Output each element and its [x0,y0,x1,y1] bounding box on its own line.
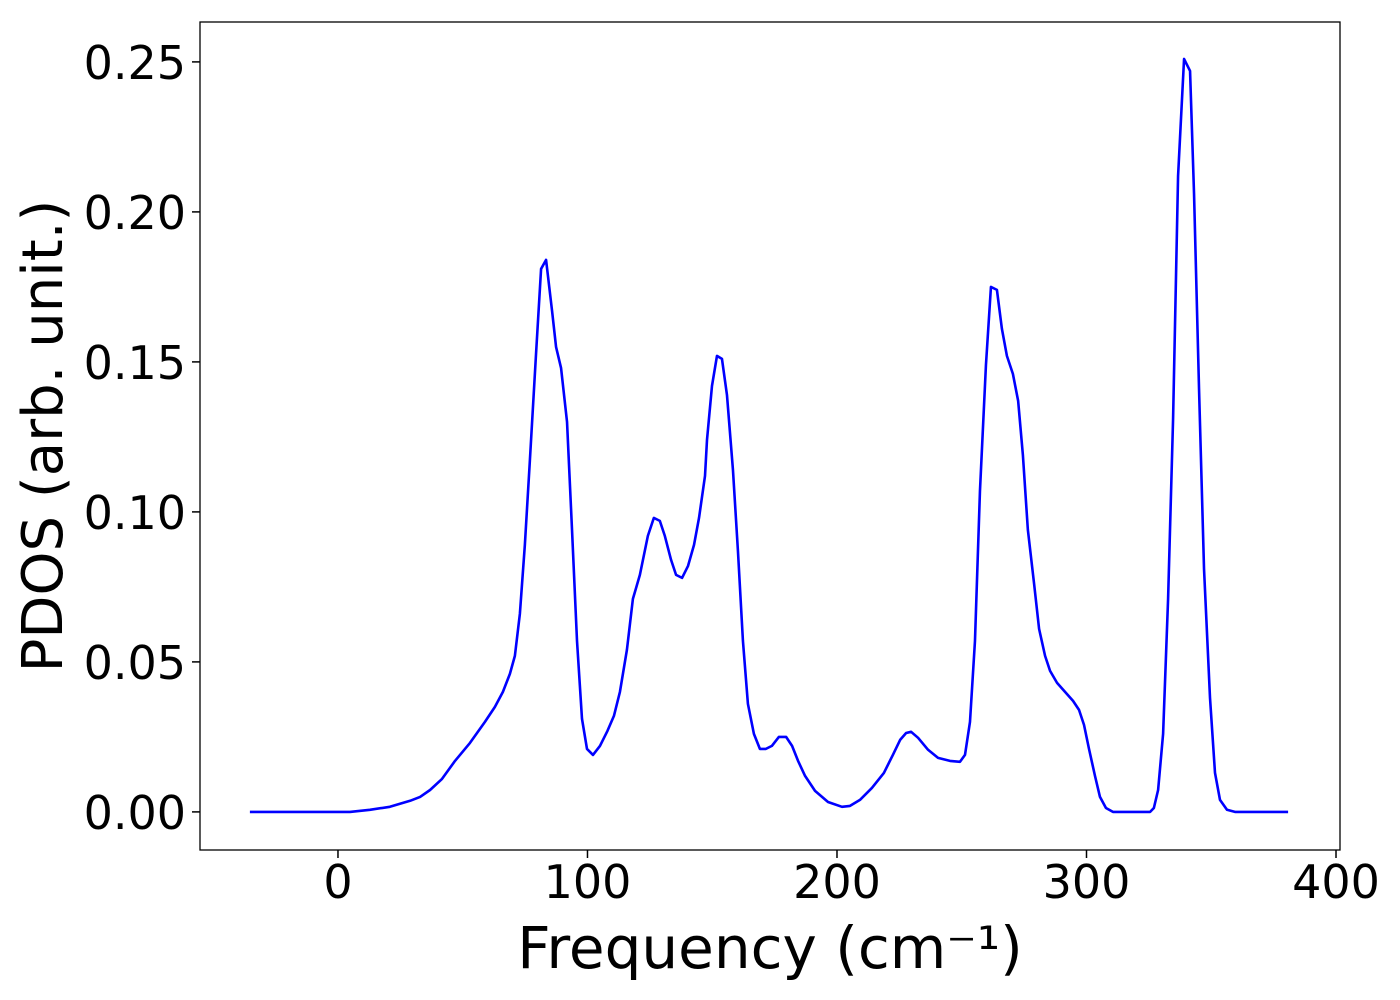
x-axis-label: Frequency (cm⁻¹) [517,914,1023,982]
pdos-line [249,57,1289,814]
x-tick-label: 100 [544,855,632,909]
y-tick-label: 0.20 [84,186,186,240]
y-axis-label: PDOS (arb. unit.) [11,200,76,673]
y-tick-label: 0.15 [84,336,186,390]
y-tick-label: 0.25 [84,36,186,90]
x-tick-label: 0 [323,855,352,909]
y-tick-label: 0.10 [84,486,186,540]
y-tick-label: 0.05 [84,636,186,690]
y-tick-label: 0.00 [84,786,186,840]
plot-frame [199,21,1341,851]
x-tick-label: 400 [1292,855,1380,909]
x-tick-label: 200 [793,855,881,909]
x-tick-label: 300 [1043,855,1131,909]
